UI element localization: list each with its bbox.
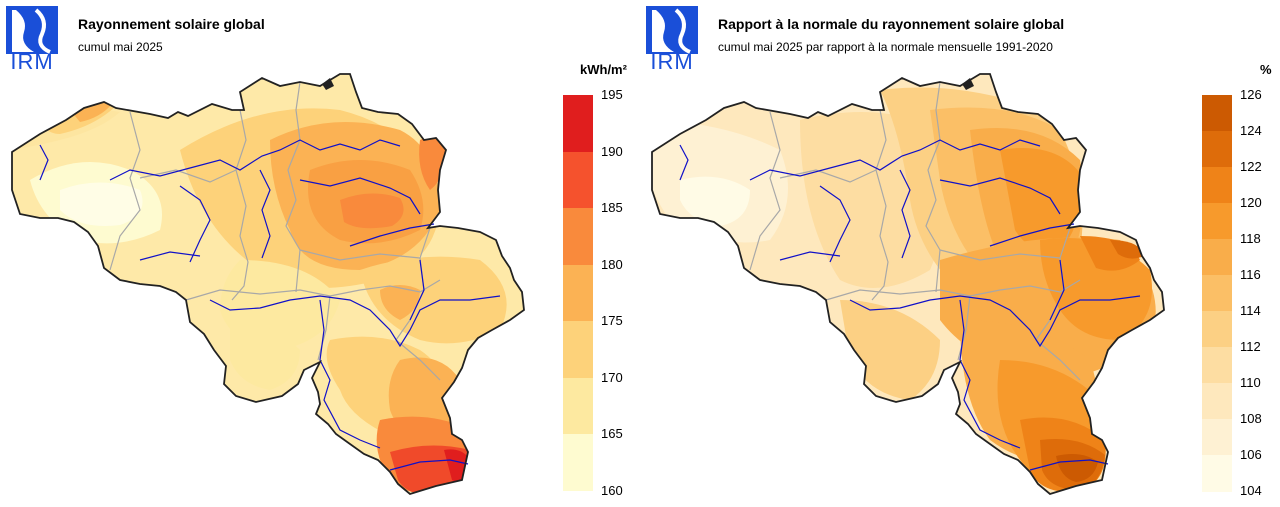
belgium-ratio-map xyxy=(651,73,1165,495)
irm-logo: IRM xyxy=(6,6,58,74)
legend-tick-label: 195 xyxy=(601,87,623,102)
legend-color-band xyxy=(1202,383,1232,420)
irm-logo-text: IRM xyxy=(650,49,694,74)
legend-tick-label: 104 xyxy=(1240,483,1262,498)
irm-logo-text: IRM xyxy=(10,49,54,74)
baarle-enclave xyxy=(322,78,334,90)
legend-color-band xyxy=(563,377,593,435)
rivers xyxy=(679,139,1141,471)
legend-tick-label: 160 xyxy=(601,483,623,498)
legend-tick-label: 170 xyxy=(601,369,623,385)
legend-tick-label: 106 xyxy=(1240,447,1262,462)
irm-logo: IRM xyxy=(646,6,698,74)
ratio-contours xyxy=(652,74,1164,494)
map-title: Rayonnement solaire global xyxy=(78,16,265,32)
legend-color-band xyxy=(563,151,593,209)
legend-color-band xyxy=(1202,131,1232,168)
legend-color-band xyxy=(563,434,593,492)
legend-tick-label: 114 xyxy=(1240,303,1261,318)
legend-tick-label: 124 xyxy=(1240,123,1262,138)
legend-tick-label: 180 xyxy=(601,256,623,272)
legend-tick-label: 126 xyxy=(1240,87,1262,102)
legend-unit: % xyxy=(1260,62,1272,77)
legend-color-band xyxy=(1202,419,1232,456)
legend-color-band xyxy=(1202,203,1232,240)
legend-color-band xyxy=(1202,167,1232,204)
legend-color-band xyxy=(563,95,593,153)
legend-unit: kWh/m² xyxy=(580,62,627,77)
legend-color-band xyxy=(563,264,593,322)
legend-tick-label: 190 xyxy=(601,143,623,159)
legend-color-band xyxy=(1202,455,1232,492)
legend-color-band xyxy=(1202,275,1232,312)
legend-tick-label: 185 xyxy=(601,200,623,216)
legend-color-band xyxy=(563,208,593,266)
irm-logo-mark xyxy=(6,6,58,54)
map-title: Rapport à la normale du rayonnement sola… xyxy=(718,16,1065,32)
legend-color-band xyxy=(563,321,593,379)
legend-tick-label: 175 xyxy=(601,313,623,329)
legend-tick-label: 118 xyxy=(1240,231,1261,246)
map-subtitle: cumul mai 2025 xyxy=(78,40,163,54)
legend-tick-label: 116 xyxy=(1240,267,1261,282)
legend-color-band xyxy=(1202,95,1232,132)
baarle-enclave xyxy=(962,78,974,90)
legend-tick-label: 110 xyxy=(1240,375,1261,390)
irm-logo-mark xyxy=(646,6,698,54)
legend-tick-label: 112 xyxy=(1240,339,1261,354)
legend-tick-label: 122 xyxy=(1240,159,1262,174)
legend-color-band xyxy=(1202,311,1232,348)
radiation-ratio-panel: IRM Rapport à la normale du rayonnement … xyxy=(640,0,1280,507)
legend-color-band xyxy=(1202,347,1232,384)
rivers xyxy=(39,139,501,471)
legend-tick-label: 120 xyxy=(1240,195,1262,210)
legend-color-band xyxy=(1202,239,1232,276)
radiation-contours xyxy=(12,74,524,494)
legend-tick-label: 165 xyxy=(601,426,623,442)
legend-tick-label: 108 xyxy=(1240,411,1262,426)
province-borders xyxy=(749,81,1081,381)
solar-radiation-panel: IRM Rayonnement solaire global cumul mai… xyxy=(6,6,627,498)
map-subtitle: cumul mai 2025 par rapport à la normale … xyxy=(718,40,1053,54)
belgium-radiation-map xyxy=(11,73,525,495)
